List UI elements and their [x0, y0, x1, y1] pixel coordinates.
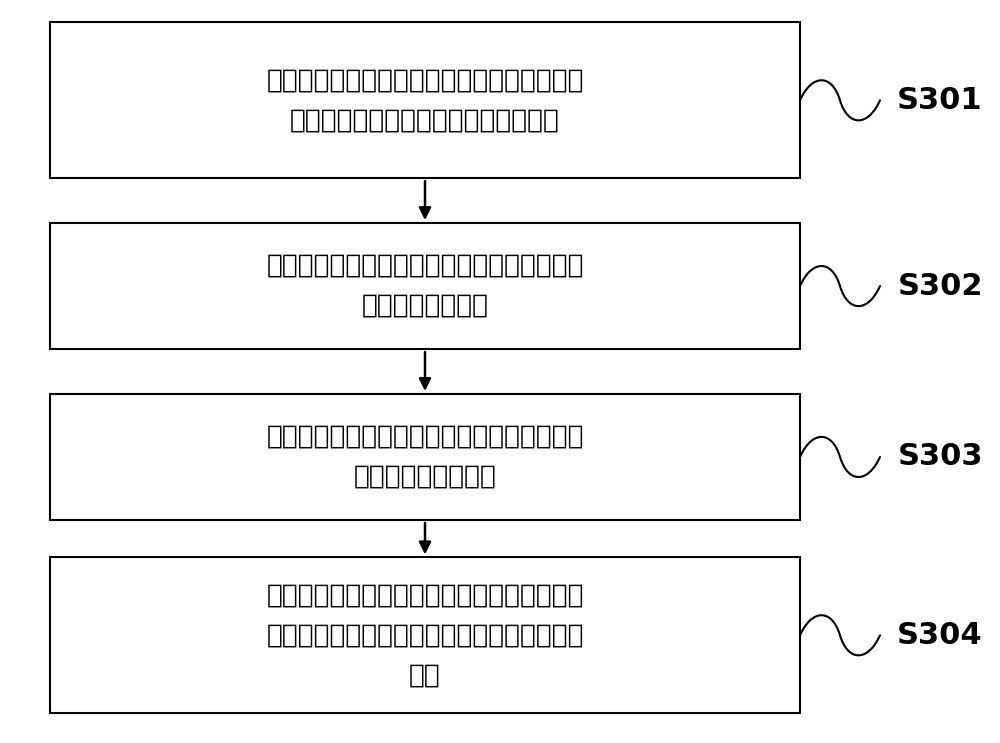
Text: S303: S303 — [897, 442, 983, 472]
Text: S301: S301 — [897, 85, 983, 115]
Text: 接收客户端发送的远程解锁指令，并响应于远
程解锁指令发送启动指令至射频扫描器: 接收客户端发送的远程解锁指令，并响应于远 程解锁指令发送启动指令至射频扫描器 — [266, 68, 584, 133]
Text: S302: S302 — [897, 271, 983, 301]
Text: 接收客户端发送的输入密码数据，并根据预设
密码数据和输入密码数据确定是否对空调进行
解锁: 接收客户端发送的输入密码数据，并根据预设 密码数据和输入密码数据确定是否对空调进… — [266, 583, 584, 688]
Bar — [50, 394, 800, 520]
Bar — [50, 22, 800, 178]
Bar — [50, 223, 800, 349]
Bar — [50, 557, 800, 713]
Text: 接收射频扫描器响应于启动指令返回的预设密
码数据和预设代码: 接收射频扫描器响应于启动指令返回的预设密 码数据和预设代码 — [266, 253, 584, 319]
Text: 根据预设代码生成密码输入信息，并将密码输
入信息发送至客户端: 根据预设代码生成密码输入信息，并将密码输 入信息发送至客户端 — [266, 424, 584, 490]
Text: S304: S304 — [897, 620, 983, 650]
